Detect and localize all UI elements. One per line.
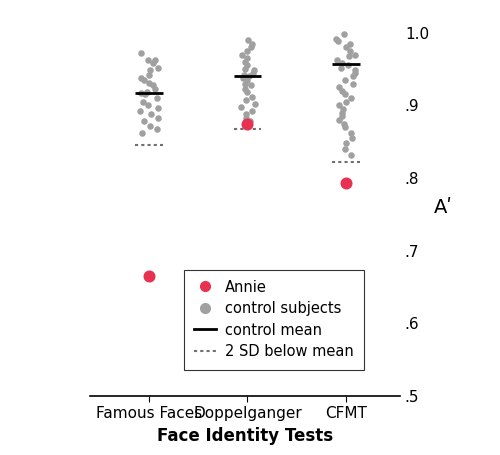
Point	[340, 30, 348, 38]
Point	[147, 111, 155, 118]
Point	[248, 93, 256, 100]
Point	[145, 71, 153, 79]
Point	[346, 95, 354, 102]
Point	[338, 109, 346, 116]
Point	[238, 51, 246, 58]
Point	[338, 87, 346, 95]
Point	[242, 115, 250, 122]
Point	[333, 57, 341, 64]
Point	[338, 60, 346, 67]
Point	[342, 76, 349, 84]
Point	[153, 95, 161, 102]
Point	[248, 40, 256, 47]
Point	[241, 66, 249, 73]
Point	[242, 111, 250, 118]
Point	[247, 44, 255, 51]
Point	[252, 100, 260, 107]
Point	[141, 91, 149, 98]
Point	[340, 120, 348, 127]
Point	[145, 79, 153, 86]
Point	[144, 102, 152, 109]
Point	[242, 96, 250, 103]
Point	[242, 89, 250, 96]
Point	[145, 273, 153, 280]
Point	[332, 35, 340, 42]
X-axis label: Face Identity Tests: Face Identity Tests	[157, 427, 333, 445]
Point	[248, 69, 256, 76]
Point	[244, 121, 252, 128]
Point	[342, 179, 350, 187]
Point	[136, 50, 144, 57]
Point	[348, 134, 356, 142]
Point	[150, 57, 158, 64]
Point	[241, 86, 249, 93]
Point	[339, 106, 347, 113]
Point	[336, 116, 344, 123]
Point	[246, 118, 254, 125]
Point	[250, 67, 258, 74]
Point	[248, 107, 256, 115]
Point	[136, 74, 144, 81]
Point	[243, 47, 251, 55]
Point	[140, 76, 148, 84]
Y-axis label: Aʹ: Aʹ	[434, 197, 452, 217]
Point	[154, 105, 162, 112]
Point	[346, 47, 354, 55]
Point	[246, 81, 254, 89]
Point	[348, 73, 356, 80]
Point	[146, 67, 154, 74]
Point	[148, 81, 156, 89]
Point	[154, 115, 162, 122]
Point	[136, 89, 144, 96]
Point	[239, 74, 247, 81]
Point	[334, 84, 342, 91]
Point	[342, 98, 349, 106]
Point	[144, 57, 152, 64]
Point	[346, 40, 354, 47]
Point	[341, 123, 349, 131]
Point	[341, 145, 349, 152]
Point	[136, 107, 143, 115]
Point	[336, 64, 344, 71]
Point	[348, 80, 356, 87]
Point	[342, 140, 350, 147]
Point	[346, 52, 354, 60]
Point	[142, 88, 150, 95]
Point	[240, 80, 248, 87]
Point	[244, 122, 252, 129]
Point	[338, 112, 346, 120]
Point	[240, 71, 248, 79]
Point	[237, 103, 245, 111]
Point	[341, 91, 349, 98]
Point	[243, 62, 251, 69]
Point	[350, 69, 358, 76]
Point	[348, 129, 356, 136]
Point	[351, 51, 359, 58]
Point	[146, 122, 154, 129]
Point	[151, 86, 159, 93]
Point	[244, 55, 252, 62]
Legend: Annie, control subjects, control mean, 2 SD below mean: Annie, control subjects, control mean, 2…	[184, 269, 364, 369]
Point	[344, 62, 351, 69]
Point	[153, 125, 161, 132]
Point	[140, 98, 147, 106]
Point	[244, 36, 252, 44]
Point	[351, 67, 359, 74]
Point	[342, 44, 350, 51]
Point	[140, 118, 147, 125]
Point	[154, 64, 162, 71]
Point	[242, 76, 250, 84]
Point	[138, 129, 146, 136]
Point	[348, 151, 356, 158]
Point	[241, 58, 249, 66]
Point	[150, 60, 158, 67]
Point	[334, 38, 342, 45]
Point	[245, 73, 253, 80]
Point	[334, 102, 342, 109]
